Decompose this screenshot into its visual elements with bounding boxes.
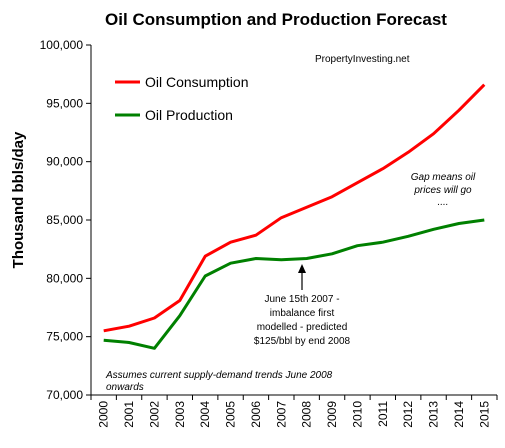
assumption-annotation-line-1: Assumes current supply-demand trends Jun… [105,370,333,381]
x-tick-label: 2015 [477,401,491,428]
annotations: Gap means oil prices will go .... June 1… [105,172,476,393]
x-tick-label: 2001 [122,401,136,428]
x-axis: 2000 2001 2002 2003 2004 2005 2006 2007 2008 2009… [91,395,497,428]
y-tick-label: 80,000 [46,271,83,285]
legend: Oil Consumption Oil Production [115,74,249,123]
y-tick-label: 70,000 [46,388,83,402]
x-tick-label: 2006 [249,401,263,428]
x-tick-label: 2003 [173,401,187,428]
y-tick-label: 75,000 [46,330,83,344]
x-tick-label: 2013 [427,401,441,428]
x-tick-label: 2010 [350,401,364,428]
x-tick-label: 2004 [198,401,212,428]
imbalance-arrow-head [298,264,306,273]
y-axis-title: Thousand bbls/day [10,131,27,268]
x-tick-label: 2005 [224,401,238,428]
legend-label-production: Oil Production [145,107,233,123]
y-tick-label: 100,000 [40,38,84,52]
legend-label-consumption: Oil Consumption [145,74,249,90]
imbalance-annotation-line-3: modelled - predicted [257,322,348,333]
gap-annotation-line-3: .... [437,197,448,208]
source-label: PropertyInvesting.net [315,54,410,65]
x-tick-label: 2008 [300,401,314,428]
imbalance-annotation-line-2: imbalance first [270,308,335,319]
y-tick-label: 90,000 [46,155,83,169]
x-tick-label: 2011 [376,401,390,427]
x-tick-label: 2000 [97,401,111,428]
y-tick-label: 95,000 [46,96,83,110]
x-tick-label: 2014 [452,401,466,428]
x-tick-label: 2002 [147,401,161,428]
imbalance-annotation-line-1: June 15th 2007 - [264,294,339,305]
y-axis: 70,000 75,000 80,000 85,000 90,000 95,000 100,… [40,38,91,402]
assumption-annotation-line-2: onwards [106,382,144,393]
chart-title: Oil Consumption and Production Forecast [105,10,447,29]
gap-annotation-line-1: Gap means oil [411,172,476,183]
y-tick-label: 85,000 [46,213,83,227]
imbalance-annotation-line-4: $125/bbl by end 2008 [254,336,351,347]
x-tick-label: 2007 [274,401,288,428]
gap-annotation-line-2: prices will go [413,185,472,196]
x-tick-label: 2012 [401,401,415,428]
x-tick-label: 2009 [325,401,339,428]
